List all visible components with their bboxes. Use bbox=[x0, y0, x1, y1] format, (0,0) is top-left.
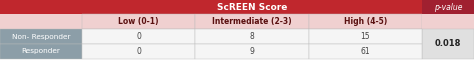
FancyBboxPatch shape bbox=[422, 0, 474, 14]
FancyBboxPatch shape bbox=[82, 0, 422, 14]
FancyBboxPatch shape bbox=[0, 29, 82, 44]
FancyBboxPatch shape bbox=[82, 29, 195, 44]
FancyBboxPatch shape bbox=[82, 14, 195, 29]
FancyBboxPatch shape bbox=[0, 14, 82, 29]
Text: 8: 8 bbox=[250, 32, 255, 41]
FancyBboxPatch shape bbox=[195, 29, 309, 44]
FancyBboxPatch shape bbox=[422, 29, 474, 59]
Text: Intermediate (2-3): Intermediate (2-3) bbox=[212, 17, 292, 26]
Text: ScREEN Score: ScREEN Score bbox=[217, 3, 287, 12]
FancyBboxPatch shape bbox=[309, 44, 422, 59]
FancyBboxPatch shape bbox=[195, 44, 309, 59]
FancyBboxPatch shape bbox=[422, 14, 474, 29]
FancyBboxPatch shape bbox=[0, 44, 82, 59]
Text: Low (0-1): Low (0-1) bbox=[118, 17, 159, 26]
Text: 15: 15 bbox=[361, 32, 370, 41]
FancyBboxPatch shape bbox=[309, 29, 422, 44]
Text: 9: 9 bbox=[250, 47, 255, 56]
Text: 0: 0 bbox=[136, 47, 141, 56]
FancyBboxPatch shape bbox=[309, 14, 422, 29]
Text: Responder: Responder bbox=[21, 48, 61, 54]
FancyBboxPatch shape bbox=[82, 44, 195, 59]
FancyBboxPatch shape bbox=[195, 14, 309, 29]
Text: p-value: p-value bbox=[434, 3, 462, 12]
Text: 61: 61 bbox=[361, 47, 370, 56]
Text: Non- Responder: Non- Responder bbox=[12, 33, 70, 39]
Text: 0: 0 bbox=[136, 32, 141, 41]
Text: 0.018: 0.018 bbox=[435, 39, 461, 48]
Text: High (4-5): High (4-5) bbox=[344, 17, 387, 26]
FancyBboxPatch shape bbox=[0, 0, 82, 14]
